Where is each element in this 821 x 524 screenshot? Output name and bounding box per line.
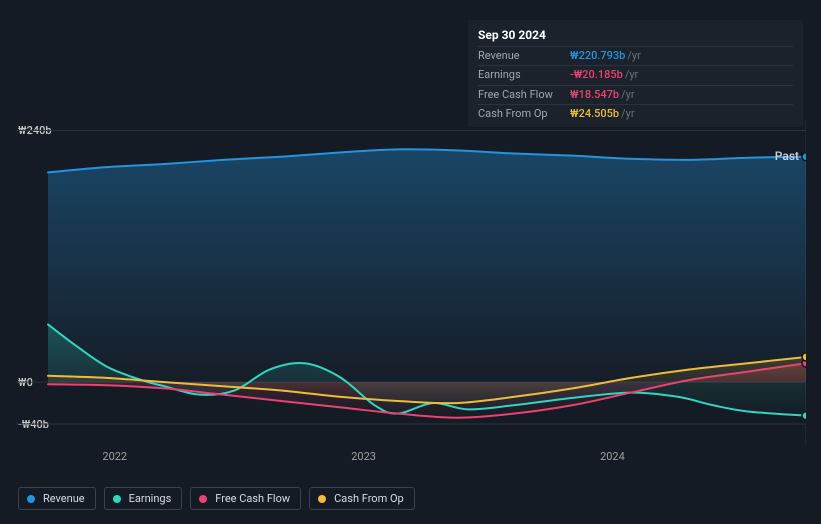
tooltip-panel: Sep 30 2024 Revenue₩220.793b/yrEarnings-…	[468, 20, 803, 127]
legend-item[interactable]: Revenue	[18, 487, 96, 510]
legend-item[interactable]: Free Cash Flow	[190, 487, 301, 510]
legend-label: Cash From Op	[334, 492, 404, 505]
tooltip-row-label: Earnings	[478, 68, 570, 82]
legend-label: Free Cash Flow	[215, 492, 290, 505]
tooltip-row: Earnings-₩20.185b/yr	[478, 65, 793, 84]
legend-dot-icon	[318, 495, 326, 503]
legend-item[interactable]: Cash From Op	[309, 487, 415, 510]
tooltip-row-suffix: /yr	[625, 68, 638, 82]
legend-dot-icon	[199, 495, 207, 503]
x-tick-label: 2024	[600, 450, 625, 463]
legend-label: Revenue	[43, 492, 85, 505]
legend: Revenue Earnings Free Cash Flow Cash From O…	[18, 487, 415, 510]
chart-area[interactable]	[16, 120, 806, 445]
tooltip-row: Free Cash Flow₩18.547b/yr	[478, 85, 793, 104]
tooltip-row: Revenue₩220.793b/yr	[478, 46, 793, 65]
tooltip-row-value: ₩18.547b	[570, 88, 619, 102]
tooltip-row-label: Free Cash Flow	[478, 88, 570, 102]
tooltip-row-value: -₩20.185b	[570, 68, 623, 82]
tooltip-row-value: ₩24.505b	[570, 107, 619, 121]
tooltip-date: Sep 30 2024	[478, 26, 793, 46]
x-tick-label: 2022	[102, 450, 127, 463]
tooltip-row-label: Cash From Op	[478, 107, 570, 121]
tooltip-row: Cash From Op₩24.505b/yr	[478, 104, 793, 123]
tooltip-row-suffix: /yr	[621, 88, 634, 102]
tooltip-row-value: ₩220.793b	[570, 49, 625, 63]
x-axis: 2022 2023 2024	[16, 450, 806, 470]
x-tick-label: 2023	[351, 450, 376, 463]
tooltip-row-label: Revenue	[478, 49, 570, 63]
tooltip-row-suffix: /yr	[627, 49, 640, 63]
tooltip-row-suffix: /yr	[621, 107, 634, 121]
legend-dot-icon	[27, 495, 35, 503]
legend-item[interactable]: Earnings	[104, 487, 183, 510]
past-label: Past	[775, 149, 799, 163]
legend-label: Earnings	[129, 492, 172, 505]
legend-dot-icon	[113, 495, 121, 503]
